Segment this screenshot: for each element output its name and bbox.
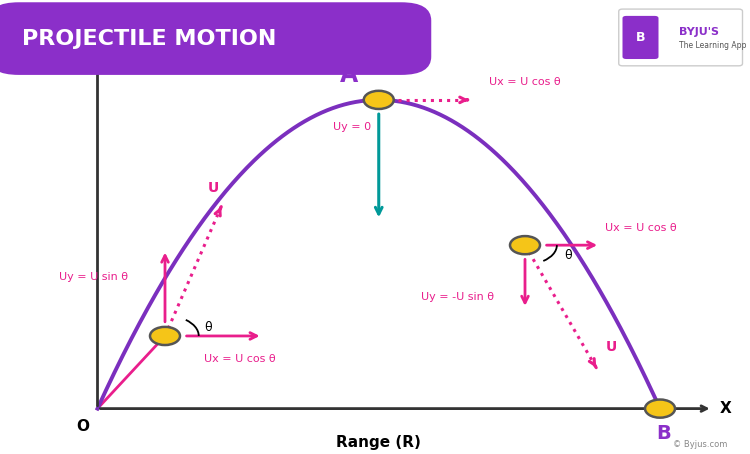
FancyBboxPatch shape <box>619 9 742 66</box>
Text: Y: Y <box>88 16 99 31</box>
FancyBboxPatch shape <box>622 16 658 59</box>
Text: U: U <box>606 340 616 354</box>
Text: Ux = U cos θ: Ux = U cos θ <box>605 223 677 233</box>
Text: B: B <box>656 424 671 443</box>
Circle shape <box>645 400 675 418</box>
FancyBboxPatch shape <box>0 2 431 75</box>
Text: BYJU'S: BYJU'S <box>679 27 718 37</box>
Text: θ: θ <box>204 321 212 334</box>
Text: A: A <box>340 63 358 87</box>
Text: B: B <box>636 31 645 44</box>
Text: Range (R): Range (R) <box>336 435 422 450</box>
Text: O: O <box>76 419 89 434</box>
Text: The Learning App: The Learning App <box>679 41 746 50</box>
Text: PROJECTILE MOTION: PROJECTILE MOTION <box>22 29 277 49</box>
Text: Ux = U cos θ: Ux = U cos θ <box>204 354 276 364</box>
Text: Uy = -U sin θ: Uy = -U sin θ <box>421 292 494 302</box>
Text: θ: θ <box>564 249 572 262</box>
Text: Uy = U sin θ: Uy = U sin θ <box>59 272 128 282</box>
Text: Ux = U cos θ: Ux = U cos θ <box>489 77 561 87</box>
FancyBboxPatch shape <box>0 9 75 68</box>
Circle shape <box>364 91 394 109</box>
Circle shape <box>510 236 540 254</box>
Text: Uy = 0: Uy = 0 <box>334 122 371 132</box>
Text: X: X <box>720 401 732 416</box>
Text: U: U <box>208 182 219 195</box>
Text: © Byjus.com: © Byjus.com <box>674 440 728 449</box>
Circle shape <box>150 327 180 345</box>
